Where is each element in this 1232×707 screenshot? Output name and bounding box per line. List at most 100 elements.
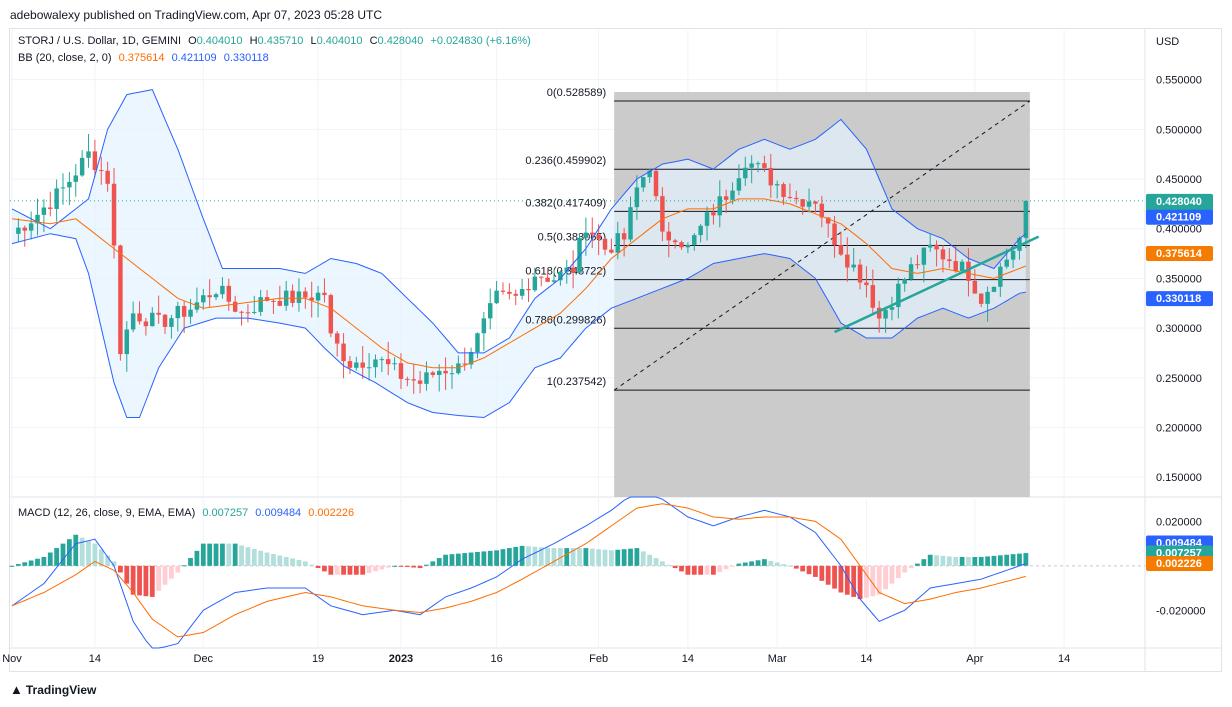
candle-body (303, 291, 308, 298)
candle-body (456, 363, 461, 374)
candle-body (679, 242, 684, 248)
macd-histogram-bar (736, 563, 742, 566)
candle-body (615, 233, 620, 253)
candle-body (998, 266, 1003, 287)
candle-body (1023, 200, 1029, 238)
candle-body (692, 235, 697, 245)
macd-histogram-bar (226, 543, 232, 566)
macd-histogram-bar (966, 556, 971, 566)
price-badge-label: 0.428040 (1156, 196, 1202, 208)
macd-histogram-bar (545, 547, 551, 566)
macd-histogram-bar (800, 565, 806, 572)
macd-histogram-bar (959, 556, 965, 566)
macd-histogram-bar (577, 548, 582, 566)
close-value: 0.428040 (377, 35, 424, 47)
candle-body (825, 217, 831, 224)
candle-body (239, 311, 244, 313)
bb-legend: BB (20, close, 2, 0) 0.375614 0.421109 0… (18, 52, 273, 64)
price-badge (1146, 209, 1213, 225)
macd-histogram-bar (188, 558, 193, 566)
macd-histogram-bar (883, 565, 888, 590)
bollinger-lower-band (11, 233, 1026, 419)
candle-body (583, 232, 589, 238)
price-tick-label: 0.200000 (1156, 422, 1202, 434)
candle-body (366, 367, 372, 369)
tradingview-logo[interactable]: ▲ TradingView (10, 682, 96, 697)
time-tick-label: Mar (768, 653, 787, 665)
candle-body (175, 306, 181, 319)
candle-body (940, 249, 946, 260)
candle-body (500, 290, 506, 292)
macd-histogram-bar (500, 549, 506, 566)
macd-histogram-bar (475, 551, 480, 566)
macd-histogram-bar (175, 565, 181, 573)
macd-histogram-bar (309, 564, 315, 566)
macd-histogram-bar (991, 555, 997, 566)
macd-histogram-bar (857, 565, 863, 600)
macd-histogram-bar (851, 565, 857, 597)
macd-histogram-bar (494, 550, 499, 566)
macd-histogram-bar (902, 565, 908, 573)
tradingview-logo-icon: ▲ (10, 682, 23, 697)
candle-body (67, 181, 72, 188)
macd-histogram-bar (73, 534, 79, 566)
macd-histogram-bar (220, 543, 225, 566)
macd-histogram-bar (787, 565, 793, 567)
candle-body (22, 227, 27, 231)
macd-histogram-bar (621, 549, 627, 566)
macd-signal-value: 0.002226 (308, 507, 355, 519)
low-value: 0.404010 (316, 35, 363, 47)
candle-body (156, 312, 161, 315)
candle-body (889, 307, 895, 310)
price-tick-label: 0.300000 (1156, 323, 1202, 335)
price-badge (1146, 245, 1213, 261)
candle-body (507, 291, 512, 294)
time-tick-label: Dec (194, 653, 214, 665)
candle-body (838, 245, 844, 255)
candle-body (232, 301, 238, 312)
candle-body (137, 313, 142, 322)
candle-body (296, 291, 302, 303)
candle-body (16, 227, 21, 234)
macd-line (11, 496, 1026, 649)
symbol-label: STORJ / U.S. Dollar, 1D, GEMINI (18, 35, 181, 47)
candle-body (985, 291, 990, 304)
macd-histogram-bar (430, 561, 436, 566)
macd-histogram-bar (194, 550, 200, 566)
macd-histogram-bar (79, 537, 85, 566)
macd-histogram-bar (111, 561, 117, 566)
macd-histogram-bar (793, 565, 799, 569)
candle-body (424, 372, 429, 384)
macd-histogram-bar (404, 565, 410, 567)
macd-histogram-bar (838, 565, 844, 593)
candle-body (558, 271, 563, 281)
macd-histogram-bar (730, 565, 735, 567)
candle-body (264, 297, 270, 301)
candle-body (73, 175, 78, 182)
candle-body (328, 295, 334, 334)
macd-histogram-bar (41, 556, 47, 566)
candle-body (277, 300, 283, 306)
candle-body (245, 312, 251, 314)
open-value: 0.404010 (196, 35, 243, 47)
fib-level-label: 0(0.528589) (547, 87, 606, 99)
macd-histogram-bar (634, 548, 640, 566)
candle-body (621, 233, 627, 240)
macd-histogram-bar (449, 554, 455, 566)
candle-body (596, 234, 601, 239)
publish-info: adebowalexy published on TradingView.com… (10, 8, 383, 22)
candle-body (609, 249, 614, 253)
macd-legend: MACD (12, 26, close, 9, EMA, EMA) 0.0072… (18, 507, 358, 519)
macd-histogram-bar (137, 565, 142, 596)
macd-histogram-bar (864, 565, 869, 598)
price-tick-label: 0.350000 (1156, 273, 1202, 285)
candle-body (322, 292, 327, 296)
bb-label: BB (20, close, 2, 0) (18, 52, 112, 64)
macd-histogram-bar (264, 552, 270, 566)
macd-histogram-bar (819, 565, 825, 581)
candle-body (698, 225, 703, 236)
candle-body (162, 314, 168, 327)
macd-histogram-bar (742, 562, 748, 566)
macd-histogram-bar (589, 548, 595, 566)
